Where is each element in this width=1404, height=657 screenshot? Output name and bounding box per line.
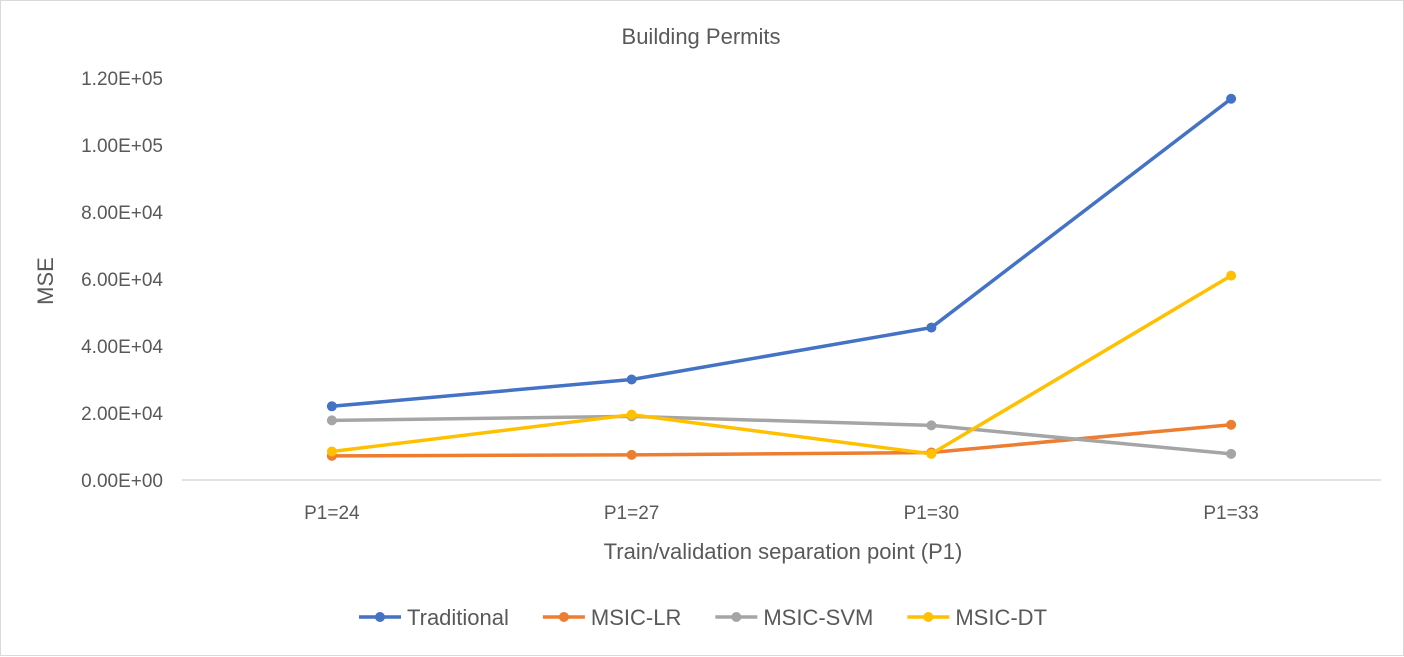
data-point-msic-dt xyxy=(626,409,637,420)
legend: Traditional MSIC-LR MSIC-SVM MSIC-DT xyxy=(358,605,1047,630)
legend-item-traditional: Traditional xyxy=(358,605,509,630)
data-point-traditional xyxy=(926,322,937,333)
data-point-msic-dt xyxy=(1226,270,1237,281)
legend-item-msic-dt: MSIC-DT xyxy=(907,605,1047,630)
data-point-msic-dt xyxy=(926,448,937,459)
legend-swatch-marker xyxy=(731,612,742,622)
legend-label: Traditional xyxy=(407,605,509,630)
data-point-traditional xyxy=(1226,93,1237,104)
data-point-traditional xyxy=(326,401,337,412)
legend-label: MSIC-DT xyxy=(955,605,1047,630)
data-point-msic-dt xyxy=(326,446,337,457)
series-msic-dt xyxy=(326,270,1237,459)
y-axis-title: MSE xyxy=(33,257,58,305)
x-axis-title: Train/validation separation point (P1) xyxy=(604,539,963,564)
x-tick-label: P1=33 xyxy=(1203,503,1258,524)
legend-item-msic-lr: MSIC-LR xyxy=(542,605,681,630)
y-tick-label: 6.00E+04 xyxy=(81,270,163,291)
y-tick-label: 1.20E+05 xyxy=(81,69,163,90)
data-point-msic-svm xyxy=(326,415,337,426)
y-tick-label: 2.00E+04 xyxy=(81,404,163,425)
x-tick-label: P1=24 xyxy=(304,503,360,524)
y-tick-label: 1.00E+05 xyxy=(81,136,163,157)
data-point-msic-lr xyxy=(626,449,637,460)
series-group xyxy=(326,93,1237,461)
series-line-traditional xyxy=(330,97,1233,409)
series-traditional xyxy=(326,93,1237,412)
x-tick-label: P1=27 xyxy=(604,503,659,524)
legend-label: MSIC-SVM xyxy=(763,605,873,630)
legend-swatch-marker xyxy=(558,612,569,622)
y-tick-label: 0.00E+00 xyxy=(81,471,163,492)
x-tick-label: P1=30 xyxy=(904,503,959,524)
legend-swatch-marker xyxy=(923,612,934,622)
legend-item-msic-svm: MSIC-SVM xyxy=(715,605,873,630)
y-axis-ticks: 0.00E+00 2.00E+04 4.00E+04 6.00E+04 8.00E+04… xyxy=(81,69,163,492)
y-tick-label: 4.00E+04 xyxy=(81,337,163,358)
data-point-msic-svm xyxy=(1226,448,1237,459)
data-point-traditional xyxy=(626,374,637,385)
data-point-msic-svm xyxy=(926,420,937,431)
series-line-msic-svm xyxy=(330,414,1233,456)
chart-title: Building Permits xyxy=(622,24,781,49)
series-line-msic-dt xyxy=(330,273,1233,456)
data-point-msic-lr xyxy=(1226,419,1237,430)
legend-swatch-marker xyxy=(374,612,385,622)
legend-label: MSIC-LR xyxy=(591,605,681,630)
y-tick-label: 8.00E+04 xyxy=(81,203,163,224)
x-axis-ticks: P1=24 P1=27 P1=30 P1=33 xyxy=(304,503,1259,524)
